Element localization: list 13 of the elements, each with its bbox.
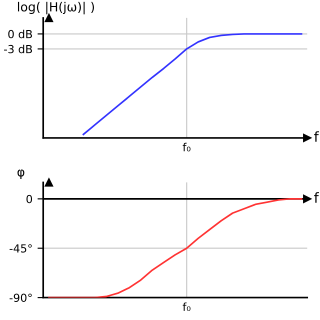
y-tick-label: -45°	[10, 244, 32, 253]
y-axis-title: log( |H(jω)| )	[18, 2, 94, 14]
y-tick-label: -3 dB	[4, 44, 32, 54]
x-tick-label: f₀	[182, 302, 190, 312]
y-tick-label: 0	[26, 194, 32, 204]
line-series	[82, 33, 302, 136]
line-series	[48, 198, 302, 298]
y-axis-title: φ	[17, 169, 24, 179]
x-axis-title: f	[314, 192, 319, 203]
x-tick-label: f₀	[182, 142, 190, 152]
y-tick-label: 0 dB	[8, 30, 32, 38]
x-axis-title: f	[314, 131, 319, 142]
y-tick-label: -90°	[10, 294, 32, 302]
